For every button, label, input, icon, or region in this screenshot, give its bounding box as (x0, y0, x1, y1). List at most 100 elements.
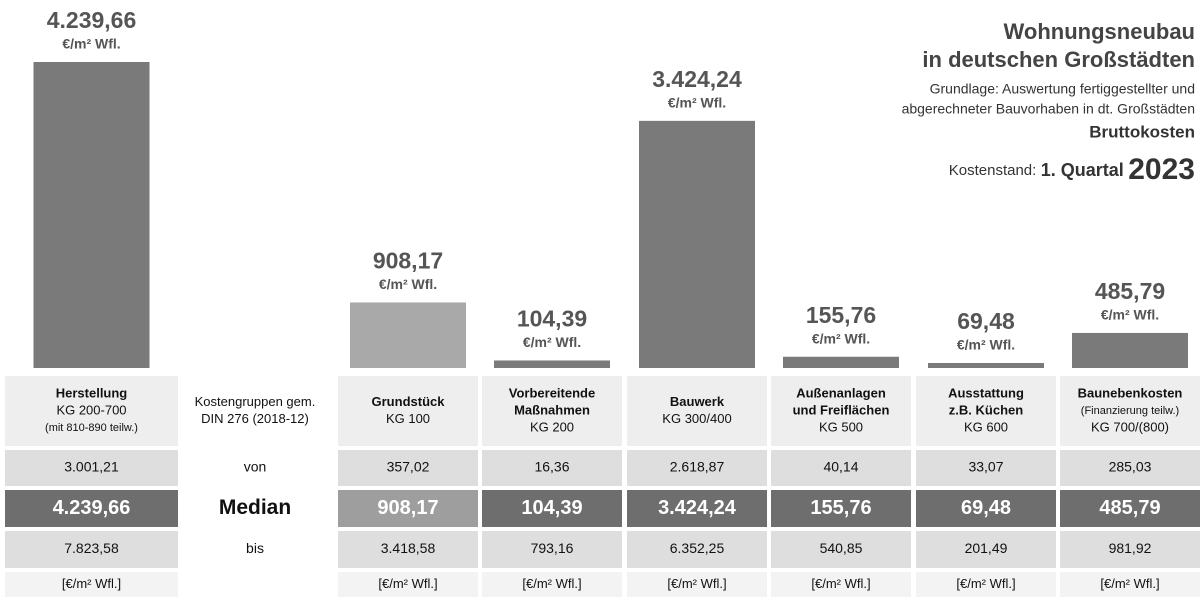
header-text: (Finanzierung teilw.) (1081, 405, 1179, 417)
cost-basis: Bruttokosten (1089, 122, 1195, 141)
table-cell (482, 572, 622, 597)
table-cell (180, 490, 330, 527)
table-cell (771, 531, 911, 568)
table-cell (180, 376, 330, 446)
table-cell (180, 450, 330, 486)
table-value: 3.001,21 (64, 459, 119, 475)
table-cell (1060, 450, 1200, 486)
table-cell (5, 572, 178, 597)
table-cell (5, 490, 178, 527)
table-cell (916, 450, 1056, 486)
table-cell (5, 376, 178, 446)
table-value: 6.352,25 (670, 540, 725, 556)
header-text: Baunebenkosten (1078, 385, 1183, 400)
table-value: [€/m² Wfl.] (62, 576, 121, 591)
value-label: 4.239,66 (47, 7, 137, 33)
table-value: 16,36 (534, 459, 569, 475)
row-label: von (244, 459, 267, 475)
table-cell (627, 531, 767, 568)
bar (494, 360, 610, 368)
table-cell (338, 376, 478, 446)
header-text: KG 600 (964, 419, 1008, 434)
table-cell (771, 450, 911, 486)
title: Wohnungsneubau (1004, 19, 1195, 44)
header-text: Vorbereitende (509, 385, 595, 400)
median-cell: 104,39 (521, 497, 582, 519)
value-label: 3.424,24 (652, 66, 742, 92)
table-cell (338, 531, 478, 568)
table-cell (5, 450, 178, 486)
table-cell (180, 531, 330, 568)
table-cell (482, 490, 622, 527)
value-unit: €/m² Wfl. (668, 95, 726, 111)
median-cell: 908,17 (377, 497, 438, 519)
median-cell: 485,79 (1099, 497, 1160, 519)
bar (33, 62, 150, 368)
table-value: 285,03 (1109, 459, 1152, 475)
header-text: Ausstattung (948, 385, 1024, 400)
table-cell (180, 572, 330, 597)
value-unit: €/m² Wfl. (379, 276, 437, 292)
cost-date: Kostenstand: 1. Quartal 2023 (949, 153, 1195, 186)
subtitle: Grundlage: Auswertung fertiggestellter u… (930, 81, 1195, 97)
table-cell (1060, 572, 1200, 597)
table-cell (482, 376, 622, 446)
cost-date-quarter: 1. Quartal (1041, 160, 1124, 180)
header-text: Kostengruppen gem. (195, 394, 316, 409)
table-value: 2.618,87 (670, 459, 725, 475)
header-text: (mit 810-890 teilw.) (45, 422, 138, 434)
table-value: 981,92 (1109, 540, 1152, 556)
table-cell (627, 572, 767, 597)
header-text: KG 200-700 (56, 402, 126, 417)
value-label: 908,17 (373, 248, 443, 274)
table-value: [€/m² Wfl.] (1100, 576, 1159, 591)
table-cell (627, 490, 767, 527)
bar (783, 356, 899, 368)
header-text: Grundstück (372, 394, 446, 409)
header-text: z.B. Küchen (949, 402, 1023, 417)
bar (639, 120, 755, 368)
table-cell (1060, 376, 1200, 446)
value-label: 155,76 (806, 302, 876, 328)
table-value: [€/m² Wfl.] (522, 576, 581, 591)
value-label: 485,79 (1095, 278, 1165, 304)
value-label: 69,48 (957, 308, 1015, 334)
cost-date-year: 2023 (1128, 153, 1195, 186)
header-text: Maßnahmen (514, 402, 590, 417)
bar (350, 302, 466, 368)
table-value: 7.823,58 (64, 540, 119, 556)
table-value: [€/m² Wfl.] (811, 576, 870, 591)
table-cell (1060, 531, 1200, 568)
table-cell (916, 531, 1056, 568)
table-value: [€/m² Wfl.] (956, 576, 1015, 591)
bar (1072, 332, 1188, 368)
table-cell (916, 376, 1056, 446)
table-cell (627, 376, 767, 446)
table-value: 793,16 (531, 540, 574, 556)
table-value: [€/m² Wfl.] (378, 576, 437, 591)
table-cell (1060, 490, 1200, 527)
table-value: 40,14 (823, 459, 858, 475)
table-value: [€/m² Wfl.] (667, 576, 726, 591)
header-text: KG 100 (386, 411, 430, 426)
table-cell (482, 450, 622, 486)
title: in deutschen Großstädten (922, 47, 1195, 72)
header-text: Außenanlagen (796, 385, 886, 400)
value-unit: €/m² Wfl. (957, 337, 1015, 353)
table-cell (771, 572, 911, 597)
header-text: Bauwerk (670, 394, 725, 409)
table-value: 357,02 (387, 459, 430, 475)
header-text: Herstellung (56, 385, 128, 400)
row-label: bis (246, 540, 264, 556)
table-cell (338, 450, 478, 486)
table-cell (5, 531, 178, 568)
table-cell (771, 490, 911, 527)
header-text: KG 200 (530, 419, 574, 434)
table-cell (482, 531, 622, 568)
value-unit: €/m² Wfl. (62, 36, 120, 52)
bar (928, 362, 1044, 368)
value-label: 104,39 (517, 306, 587, 332)
table-cell (916, 572, 1056, 597)
value-unit: €/m² Wfl. (812, 330, 870, 346)
table-value: 3.418,58 (381, 540, 436, 556)
